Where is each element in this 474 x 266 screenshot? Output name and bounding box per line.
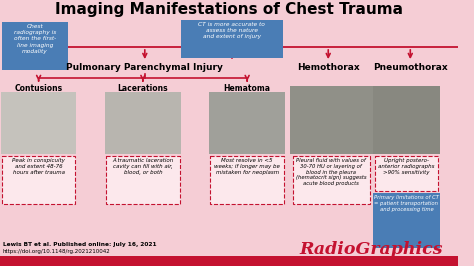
- Text: Pneumothorax: Pneumothorax: [373, 63, 447, 72]
- Text: Pleural fluid with values of
30-70 HU or layering of
blood in the pleura
(hemato: Pleural fluid with values of 30-70 HU or…: [296, 158, 366, 186]
- FancyBboxPatch shape: [182, 20, 283, 58]
- FancyBboxPatch shape: [292, 156, 370, 204]
- Text: Hematoma: Hematoma: [224, 84, 271, 93]
- Text: Chest
radiography is
often the first-
line imaging
modality: Chest radiography is often the first- li…: [14, 24, 56, 54]
- Text: Imaging Manifestations of Chest Trauma: Imaging Manifestations of Chest Trauma: [55, 2, 403, 17]
- Text: Hemothorax: Hemothorax: [297, 63, 360, 72]
- FancyBboxPatch shape: [373, 86, 440, 154]
- FancyBboxPatch shape: [210, 156, 284, 204]
- Text: RadioGraphics: RadioGraphics: [299, 241, 443, 258]
- FancyBboxPatch shape: [1, 92, 76, 154]
- FancyBboxPatch shape: [0, 256, 457, 266]
- Text: Upright postero-
anterior radiographs
>90% sensitivity: Upright postero- anterior radiographs >9…: [378, 158, 435, 174]
- FancyBboxPatch shape: [2, 156, 75, 204]
- FancyBboxPatch shape: [373, 193, 440, 248]
- FancyBboxPatch shape: [210, 92, 285, 154]
- FancyBboxPatch shape: [106, 156, 180, 204]
- FancyBboxPatch shape: [0, 44, 457, 58]
- Text: CT is more accurate to
assess the nature
and extent of injury: CT is more accurate to assess the nature…: [198, 22, 265, 39]
- Text: A traumatic laceration
cavity can fill with air,
blood, or both: A traumatic laceration cavity can fill w…: [112, 158, 173, 174]
- Text: Most resolve in <5
weeks; if longer may be
mistaken for neoplasm: Most resolve in <5 weeks; if longer may …: [214, 158, 280, 174]
- Text: Peak in conspicuity
and extent 48-76
hours after trauma: Peak in conspicuity and extent 48-76 hou…: [12, 158, 65, 174]
- FancyBboxPatch shape: [290, 86, 373, 154]
- FancyBboxPatch shape: [0, 0, 457, 266]
- FancyBboxPatch shape: [2, 22, 68, 70]
- FancyBboxPatch shape: [374, 156, 438, 191]
- Text: Contusions: Contusions: [15, 84, 63, 93]
- Text: Pulmonary Parenchymal Injury: Pulmonary Parenchymal Injury: [66, 63, 223, 72]
- Text: Lewis BT et al. Published online: July 16, 2021: Lewis BT et al. Published online: July 1…: [3, 242, 156, 247]
- FancyBboxPatch shape: [105, 92, 181, 154]
- Text: https://doi.org/10.1148/rg.2021210042: https://doi.org/10.1148/rg.2021210042: [3, 249, 110, 254]
- Text: Primary limitations of CT
= patient transportation
and processing time: Primary limitations of CT = patient tran…: [374, 195, 439, 211]
- Text: Lacerations: Lacerations: [118, 84, 168, 93]
